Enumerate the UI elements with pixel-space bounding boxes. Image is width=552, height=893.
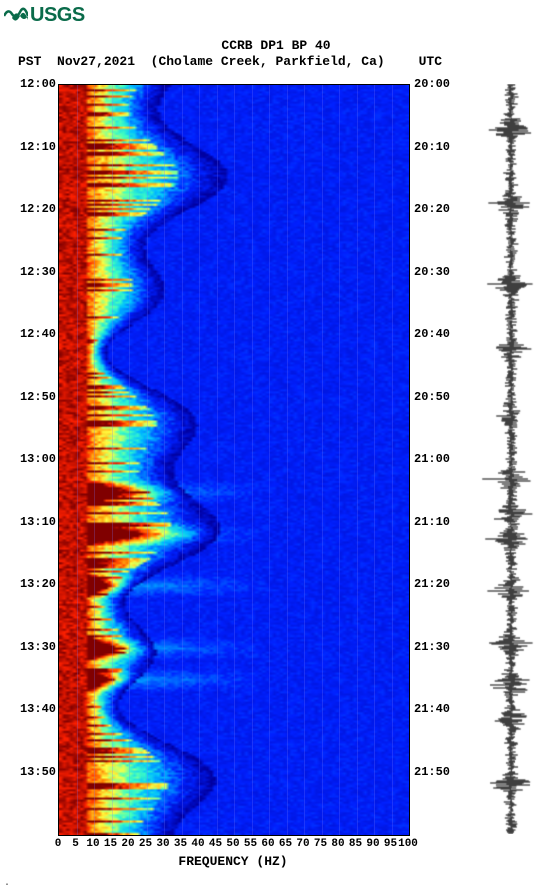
bottom-tick: 60 xyxy=(261,838,274,850)
date-label: Nov27,2021 xyxy=(57,54,135,69)
bottom-tick: 75 xyxy=(314,838,327,850)
bottom-tick: 80 xyxy=(331,838,344,850)
left-tick: 13:10 xyxy=(20,515,56,529)
right-tick: 20:00 xyxy=(414,77,450,91)
left-tick: 13:00 xyxy=(20,452,56,466)
usgs-logo: USGS xyxy=(4,4,85,27)
station-label: (Cholame Creek, Parkfield, Ca) xyxy=(151,54,385,69)
bottom-tick: 70 xyxy=(296,838,309,850)
bottom-tick: 35 xyxy=(174,838,187,850)
bottom-tick: 85 xyxy=(349,838,362,850)
left-tick: 13:40 xyxy=(20,702,56,716)
spectrogram-canvas xyxy=(59,85,409,835)
bottom-tick: 50 xyxy=(226,838,239,850)
left-tick: 12:20 xyxy=(20,202,56,216)
seismogram-strip xyxy=(478,84,544,834)
bottom-tick: 5 xyxy=(72,838,79,850)
pst-label: PST xyxy=(18,54,41,69)
right-tick: 20:20 xyxy=(414,202,450,216)
bottom-tick: 15 xyxy=(104,838,117,850)
subtitle: PST Nov27,2021 (Cholame Creek, Parkfield… xyxy=(18,54,385,69)
bottom-tick: 30 xyxy=(156,838,169,850)
seismogram-canvas xyxy=(478,84,544,834)
bottom-tick: 0 xyxy=(55,838,62,850)
spectrogram-plot xyxy=(58,84,410,836)
bottom-tick: 10 xyxy=(86,838,99,850)
left-tick: 13:30 xyxy=(20,640,56,654)
left-tick: 13:20 xyxy=(20,577,56,591)
left-tick: 12:50 xyxy=(20,390,56,404)
right-tick: 20:40 xyxy=(414,327,450,341)
left-tick: 13:50 xyxy=(20,765,56,779)
right-tick: 20:50 xyxy=(414,390,450,404)
left-tick: 12:00 xyxy=(20,77,56,91)
right-tick: 21:10 xyxy=(414,515,450,529)
left-tick: 12:40 xyxy=(20,327,56,341)
wave-icon xyxy=(4,6,28,26)
logo-text: USGS xyxy=(30,4,85,27)
utc-label: UTC xyxy=(419,54,442,69)
left-tick: 12:30 xyxy=(20,265,56,279)
right-tick: 20:10 xyxy=(414,140,450,154)
right-tick: 21:50 xyxy=(414,765,450,779)
bottom-tick: 20 xyxy=(121,838,134,850)
right-tick: 21:30 xyxy=(414,640,450,654)
left-tick: 12:10 xyxy=(20,140,56,154)
x-axis-label: FREQUENCY (HZ) xyxy=(58,854,408,869)
right-tick: 20:30 xyxy=(414,265,450,279)
corner-mark: . xyxy=(4,878,10,889)
right-tick: 21:00 xyxy=(414,452,450,466)
bottom-tick: 55 xyxy=(244,838,257,850)
right-tick: 21:20 xyxy=(414,577,450,591)
bottom-tick: 90 xyxy=(366,838,379,850)
bottom-tick: 40 xyxy=(191,838,204,850)
bottom-tick: 95 xyxy=(384,838,397,850)
chart-title: CCRB DP1 BP 40 xyxy=(0,38,552,53)
right-tick: 21:40 xyxy=(414,702,450,716)
bottom-tick: 100 xyxy=(398,838,418,850)
bottom-tick: 65 xyxy=(279,838,292,850)
bottom-tick: 45 xyxy=(209,838,222,850)
bottom-tick: 25 xyxy=(139,838,152,850)
